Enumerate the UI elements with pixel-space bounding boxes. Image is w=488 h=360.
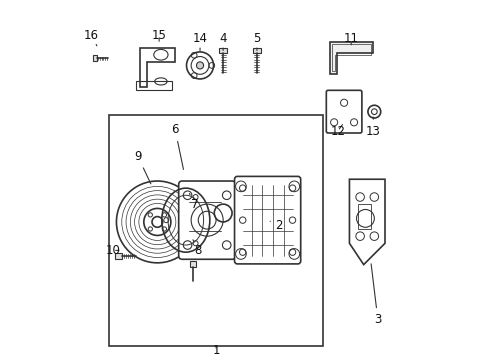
Text: 15: 15 xyxy=(151,29,166,42)
Text: 8: 8 xyxy=(193,240,202,257)
Bar xyxy=(92,55,97,61)
Text: 6: 6 xyxy=(171,123,183,170)
Circle shape xyxy=(196,62,203,69)
Text: 4: 4 xyxy=(219,32,226,50)
Bar xyxy=(136,81,171,90)
Bar xyxy=(115,253,122,258)
Text: 13: 13 xyxy=(365,117,380,138)
Text: 14: 14 xyxy=(192,32,207,50)
Text: 7: 7 xyxy=(189,193,198,211)
Polygon shape xyxy=(329,42,372,74)
Bar xyxy=(109,115,322,346)
FancyBboxPatch shape xyxy=(325,90,361,133)
Bar xyxy=(358,204,370,229)
Text: 12: 12 xyxy=(329,125,345,138)
Text: 5: 5 xyxy=(253,32,260,50)
Text: 3: 3 xyxy=(370,264,381,326)
Text: 10: 10 xyxy=(105,244,120,257)
FancyBboxPatch shape xyxy=(234,176,300,264)
Text: 9: 9 xyxy=(134,150,150,184)
Text: 2: 2 xyxy=(269,219,283,232)
Bar xyxy=(190,261,195,267)
Text: 11: 11 xyxy=(343,32,358,45)
Circle shape xyxy=(152,217,163,227)
Bar xyxy=(219,48,227,53)
FancyBboxPatch shape xyxy=(178,181,235,259)
Text: 1: 1 xyxy=(212,344,219,357)
Bar xyxy=(252,48,261,53)
Text: 16: 16 xyxy=(84,29,99,46)
